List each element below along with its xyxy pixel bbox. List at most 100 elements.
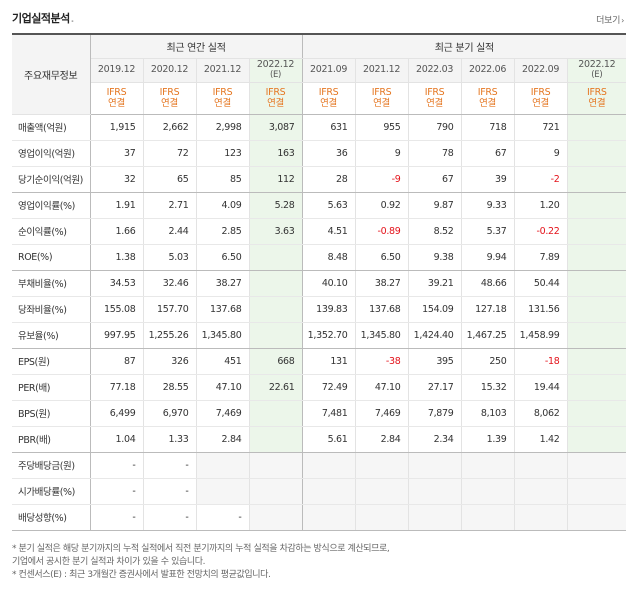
row-label: 순이익률(%) [12, 218, 91, 245]
table-cell: 5.61 [302, 426, 356, 453]
table-cell [355, 478, 409, 505]
row-label: PBR(배) [12, 426, 91, 453]
accounting-basis: IFRS 연결 [514, 82, 568, 115]
table-cell [461, 452, 515, 479]
table-cell: 1,467.25 [461, 322, 515, 349]
table-cell: 72 [143, 140, 197, 167]
table-cell [567, 244, 627, 271]
table-cell [567, 504, 627, 531]
table-cell: 39 [461, 166, 515, 193]
footnote-line: * 분기 실적은 해당 분기까지의 누적 실적에서 직전 분기까지의 누적 실적… [12, 544, 390, 554]
table-row: 순이익률(%) 1.66 2.44 2.85 3.63 4.51 -0.89 8.52 5.37… [12, 218, 627, 245]
table-cell: 85 [196, 166, 250, 193]
table-row: 영업이익률(%) 1.91 2.71 4.09 5.28 5.63 0.92 9.87 9.33… [12, 192, 627, 219]
table-cell: 48.66 [461, 270, 515, 297]
table-cell: 77.18 [90, 374, 144, 401]
table-row: 당기순이익(억원) 32 65 85 112 28 -9 67 39 -2 [12, 166, 627, 193]
table-cell: 9 [514, 140, 568, 167]
row-label: PER(배) [12, 374, 91, 401]
table-cell: 19.44 [514, 374, 568, 401]
table-cell: 112 [249, 166, 303, 193]
row-label: 당기순이익(억원) [12, 166, 91, 193]
table-cell: 50.44 [514, 270, 568, 297]
row-label: 매출액(억원) [12, 114, 91, 141]
table-cell: 8.52 [408, 218, 462, 245]
table-cell [567, 452, 627, 479]
quarterly-group-header: 최근 분기 실적 [302, 33, 627, 59]
period-header-row: 2019.12 2020.12 2021.12 2022.12 (E) 2021.09 20… [12, 58, 627, 83]
section-title: 기업실적분석. [12, 12, 74, 25]
estimate-mark: (E) [591, 70, 603, 80]
table-cell: 1,345.80 [355, 322, 409, 349]
table-row: PBR(배) 1.04 1.33 2.84 5.61 2.84 2.34 1.39 1.42 [12, 426, 627, 453]
table-cell [514, 504, 568, 531]
table-cell [249, 322, 303, 349]
table-cell: 131.56 [514, 296, 568, 323]
period-header: 2019.12 [90, 58, 144, 83]
table-cell: 1.04 [90, 426, 144, 453]
table-cell: 34.53 [90, 270, 144, 297]
table-cell: 9.87 [408, 192, 462, 219]
table-cell: 1.20 [514, 192, 568, 219]
row-label: 유보율(%) [12, 322, 91, 349]
accounting-basis: IFRS 연결 [143, 82, 197, 115]
table-cell: 47.10 [355, 374, 409, 401]
table-cell: 5.63 [302, 192, 356, 219]
table-row: 주당배당금(원) - - [12, 452, 627, 479]
accounting-basis-row: IFRS 연결 IFRS 연결 IFRS 연결 IFRS 연결 IFRS 연결 IFRS 연결 IFRS… [12, 82, 627, 115]
table-cell [302, 504, 356, 531]
table-cell [514, 452, 568, 479]
table-cell: 137.68 [355, 296, 409, 323]
accounting-basis: IFRS 연결 [355, 82, 409, 115]
table-row: 부채비율(%) 34.53 32.46 38.27 40.10 38.27 39.21 48.… [12, 270, 627, 297]
accounting-basis: IFRS 연결 [249, 82, 303, 115]
table-cell: 2.71 [143, 192, 197, 219]
table-cell: 8,062 [514, 400, 568, 427]
accounting-basis: IFRS 연결 [567, 82, 627, 115]
table-cell: 6.50 [196, 244, 250, 271]
table-cell: 1.42 [514, 426, 568, 453]
table-cell: 1,424.40 [408, 322, 462, 349]
table-row: BPS(원) 6,499 6,970 7,469 7,481 7,469 7,879 8,10… [12, 400, 627, 427]
table-cell: 395 [408, 348, 462, 375]
accounting-basis: IFRS 연결 [90, 82, 144, 115]
table-cell: 1,345.80 [196, 322, 250, 349]
table-cell: 718 [461, 114, 515, 141]
table-cell: 163 [249, 140, 303, 167]
table-cell: 3,087 [249, 114, 303, 141]
table-cell: 5.28 [249, 192, 303, 219]
table-row: PER(배) 77.18 28.55 47.10 22.61 72.49 47.10 27.1… [12, 374, 627, 401]
table-cell: 9.33 [461, 192, 515, 219]
table-cell: 137.68 [196, 296, 250, 323]
table-cell: 4.51 [302, 218, 356, 245]
more-link[interactable]: 더보기› [596, 16, 624, 26]
table-cell: 5.03 [143, 244, 197, 271]
table-cell: 155.08 [90, 296, 144, 323]
table-cell: 451 [196, 348, 250, 375]
table-cell: 1,255.26 [143, 322, 197, 349]
table-cell: - [196, 504, 250, 531]
table-row: 영업이익(억원) 37 72 123 163 36 9 78 67 9 [12, 140, 627, 167]
table-cell [567, 426, 627, 453]
table-cell: 27.17 [408, 374, 462, 401]
table-cell: 157.70 [143, 296, 197, 323]
period-header: 2020.12 [143, 58, 197, 83]
row-label: ROE(%) [12, 244, 91, 271]
table-cell [567, 166, 627, 193]
table-cell [567, 192, 627, 219]
row-label: 당좌비율(%) [12, 296, 91, 323]
row-label: BPS(원) [12, 400, 91, 427]
table-cell [249, 426, 303, 453]
table-cell [408, 504, 462, 531]
title-dot-icon: . [70, 15, 74, 25]
table-cell: - [143, 504, 197, 531]
table-cell: - [90, 452, 144, 479]
table-cell: 1.91 [90, 192, 144, 219]
accounting-basis: IFRS 연결 [461, 82, 515, 115]
period-header: 2022.12 (E) [249, 58, 303, 83]
table-row: 배당성향(%) - - - [12, 504, 627, 531]
table-cell: 6,970 [143, 400, 197, 427]
table-row: ROE(%) 1.38 5.03 6.50 8.48 6.50 9.38 9.94 7.89 [12, 244, 627, 271]
period-header: 2022.12 (E) [567, 58, 627, 83]
table-cell: 131 [302, 348, 356, 375]
